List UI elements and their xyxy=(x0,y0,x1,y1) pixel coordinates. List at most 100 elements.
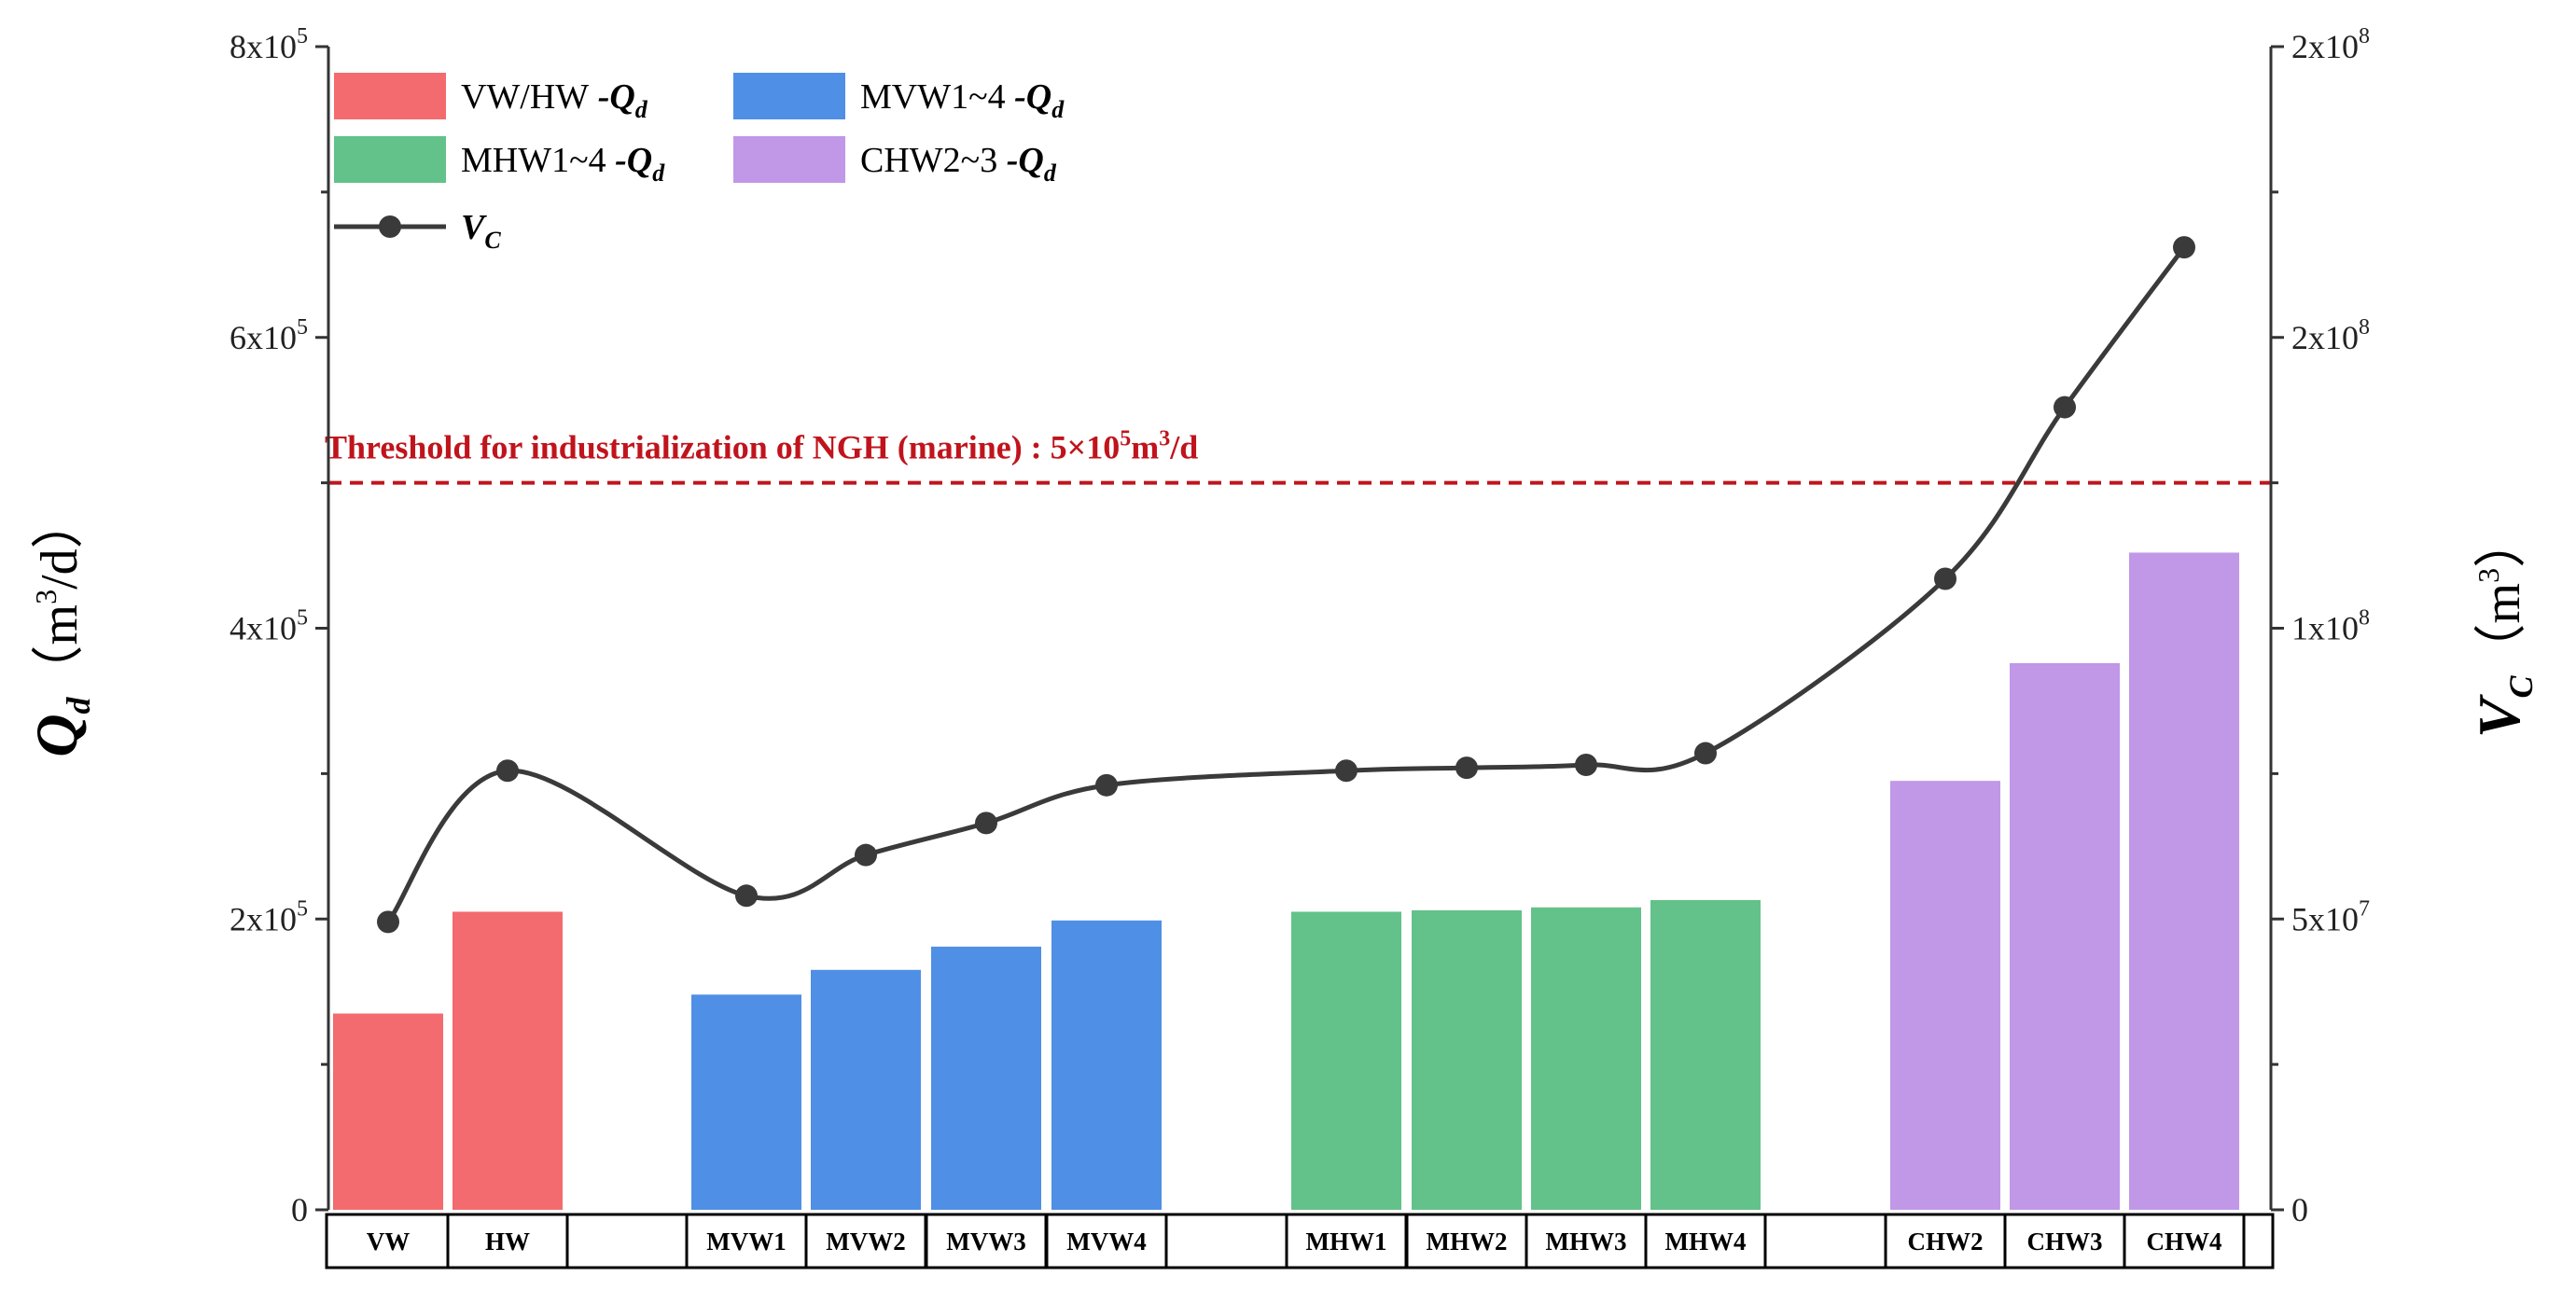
bar-series xyxy=(333,552,2239,1210)
category-table xyxy=(325,1213,2275,1269)
vc-point-mvw1 xyxy=(735,884,758,908)
legend-label-sub: C xyxy=(484,227,501,254)
left-axis-title-unit-exp: 3 xyxy=(29,590,63,604)
legend-label: CHW2~3 -Qd xyxy=(860,141,1057,187)
vc-point-mhw1 xyxy=(1335,759,1358,783)
legend-item-mhw1-4: MHW1~4 -Qd xyxy=(334,136,665,187)
vc-point-mhw2 xyxy=(1455,756,1478,780)
bar-hw xyxy=(453,911,563,1210)
category-label-mhw1: MHW1 xyxy=(1306,1228,1387,1255)
legend-label-symbol: -Q xyxy=(606,141,653,180)
threshold-line-group: Threshold for industrialization of NGH (… xyxy=(325,427,2271,485)
legend-item-vw-hw: VW/HW -Qd xyxy=(334,73,648,123)
legend-label-name: CHW2~3 xyxy=(860,141,997,180)
legend-label: VW/HW -Qd xyxy=(461,77,648,123)
right-tick-exp: 8 xyxy=(2359,24,2370,49)
threshold-label-exp2: 3 xyxy=(1159,427,1170,451)
right-axis-title-symbol: V xyxy=(2466,693,2532,738)
legend-marker xyxy=(379,215,401,238)
left-tick-exp: 5 xyxy=(297,606,308,631)
left-tick-label: 4x105 xyxy=(230,606,308,647)
bar-mvw2 xyxy=(811,969,921,1210)
category-label-mhw2: MHW2 xyxy=(1427,1228,1508,1255)
category-label-mvw3: MVW3 xyxy=(946,1228,1025,1255)
category-label-mhw4: MHW4 xyxy=(1665,1228,1747,1255)
legend-label-symbol: -Q xyxy=(997,141,1044,180)
left-tick-label: 8x105 xyxy=(230,24,308,65)
legend-label-symbol: -Q xyxy=(1006,77,1052,117)
legend-label-name: MVW1~4 xyxy=(860,77,1006,117)
legend-swatch xyxy=(334,73,446,119)
legend-label: VC xyxy=(461,208,501,254)
bar-mhw1 xyxy=(1291,911,1401,1210)
legend-label-symbol: V xyxy=(461,208,487,247)
legend-swatch xyxy=(733,136,845,183)
left-tick-mantissa: 2x10 xyxy=(230,900,297,937)
legend-label-sub: d xyxy=(1044,160,1057,187)
vc-point-chw3 xyxy=(2054,395,2076,419)
left-tick-mantissa: 8x10 xyxy=(230,28,297,65)
bar-mhw2 xyxy=(1412,909,1522,1210)
left-axis-title-paren-close: ） xyxy=(31,496,89,548)
left-tick-label: 2x105 xyxy=(230,896,308,937)
threshold-label-post: /d xyxy=(1169,429,1198,466)
vc-point-mvw3 xyxy=(975,812,997,835)
bar-chw3 xyxy=(2010,662,2120,1210)
bar-mhw4 xyxy=(1650,899,1761,1210)
vc-point-mhw3 xyxy=(1575,754,1597,777)
right-tick-label: 0 xyxy=(2291,1191,2308,1228)
vc-point-mvw2 xyxy=(855,843,877,867)
legend-swatch xyxy=(334,136,446,183)
category-label-chw2: CHW2 xyxy=(1908,1228,1984,1255)
right-tick-label: 1x108 xyxy=(2291,606,2370,647)
legend-label: MHW1~4 -Qd xyxy=(461,141,665,187)
right-tick-mantissa: 2x10 xyxy=(2291,319,2359,356)
legend-item-mvw1-4: MVW1~4 -Qd xyxy=(733,73,1065,123)
vc-point-chw4 xyxy=(2173,236,2195,259)
category-label-mvw1: MVW1 xyxy=(706,1228,786,1255)
bar-mvw1 xyxy=(691,994,801,1210)
legend-item-vc: VC xyxy=(334,208,501,254)
left-tick-exp: 5 xyxy=(297,896,308,921)
axis-labels: Qd（m3/d）VC（m3） xyxy=(23,496,2540,756)
right-axis-title-sub: C xyxy=(2502,674,2540,698)
right-tick-mantissa: 5x10 xyxy=(2291,900,2359,937)
category-label-mvw2: MVW2 xyxy=(826,1228,905,1255)
left-axis-title-symbol: Q xyxy=(23,714,90,756)
threshold-label: Threshold for industrialization of NGH (… xyxy=(325,427,1198,466)
bar-vw xyxy=(333,1013,443,1210)
category-label-vw: VW xyxy=(367,1228,411,1255)
category-label-mhw3: MHW3 xyxy=(1546,1228,1627,1255)
left-tick-exp: 5 xyxy=(297,24,308,49)
category-label-chw3: CHW3 xyxy=(2027,1228,2103,1255)
right-tick-exp: 8 xyxy=(2359,606,2370,631)
threshold-label-main: Threshold for industrialization of NGH (… xyxy=(325,429,1120,466)
threshold-label-exp: 5 xyxy=(1120,427,1131,451)
bar-mhw3 xyxy=(1531,907,1641,1210)
right-tick-mantissa: 0 xyxy=(2291,1191,2308,1228)
right-tick-exp: 8 xyxy=(2359,315,2370,340)
left-tick-exp: 5 xyxy=(297,315,308,340)
legend-label-sub: d xyxy=(1051,96,1065,123)
legend-label-sub: d xyxy=(635,96,648,123)
right-axis-title-unit: m xyxy=(2473,583,2531,624)
legend-label-symbol: -Q xyxy=(589,77,635,117)
right-tick-label: 2x108 xyxy=(2291,315,2370,356)
legend-label-sub: d xyxy=(652,160,665,187)
left-axis-title-unit-post: /d xyxy=(31,548,89,590)
legend-label: MVW1~4 -Qd xyxy=(860,77,1065,123)
vc-point-chw2 xyxy=(1934,567,1956,590)
bar-mvw4 xyxy=(1051,920,1162,1210)
category-label-mvw4: MVW4 xyxy=(1066,1228,1146,1255)
legend-item-chw2-3: CHW2~3 -Qd xyxy=(733,136,1057,187)
legend-swatch xyxy=(733,73,845,119)
vc-point-vw xyxy=(377,910,399,934)
vc-point-hw xyxy=(496,759,519,783)
left-tick-mantissa: 0 xyxy=(291,1191,308,1228)
vc-line-series xyxy=(377,236,2195,934)
category-label-chw4: CHW4 xyxy=(2147,1228,2222,1255)
right-tick-mantissa: 1x10 xyxy=(2291,610,2359,647)
left-tick-label: 6x105 xyxy=(230,315,308,356)
category-label-hw: HW xyxy=(485,1228,530,1255)
